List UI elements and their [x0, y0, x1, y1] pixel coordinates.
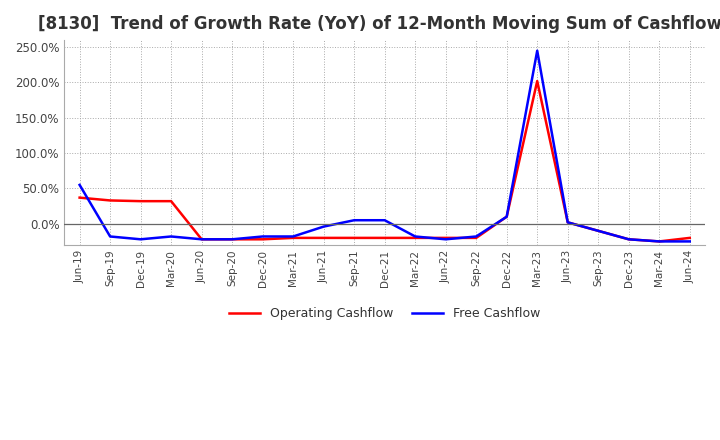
Line: Free Cashflow: Free Cashflow — [80, 51, 690, 242]
Operating Cashflow — [289, 235, 297, 241]
Free Cashflow — [197, 237, 206, 242]
Operating Cashflow — [258, 237, 267, 242]
Free Cashflow — [350, 218, 359, 223]
Operating Cashflow — [106, 198, 114, 203]
Operating Cashflow — [167, 198, 176, 204]
Operating Cashflow — [320, 235, 328, 241]
Operating Cashflow — [136, 198, 145, 204]
Free Cashflow — [685, 239, 694, 244]
Operating Cashflow — [441, 235, 450, 241]
Operating Cashflow — [76, 195, 84, 200]
Free Cashflow — [380, 218, 389, 223]
Free Cashflow — [441, 237, 450, 242]
Free Cashflow — [594, 228, 603, 234]
Operating Cashflow — [655, 239, 664, 244]
Free Cashflow — [258, 234, 267, 239]
Operating Cashflow — [685, 235, 694, 241]
Free Cashflow — [624, 237, 633, 242]
Legend: Operating Cashflow, Free Cashflow: Operating Cashflow, Free Cashflow — [224, 302, 546, 325]
Free Cashflow — [228, 237, 236, 242]
Operating Cashflow — [380, 235, 389, 241]
Free Cashflow — [472, 234, 480, 239]
Operating Cashflow — [197, 237, 206, 242]
Operating Cashflow — [228, 237, 236, 242]
Free Cashflow — [503, 214, 511, 219]
Operating Cashflow — [624, 237, 633, 242]
Operating Cashflow — [594, 228, 603, 234]
Line: Operating Cashflow: Operating Cashflow — [80, 81, 690, 242]
Free Cashflow — [76, 182, 84, 187]
Free Cashflow — [167, 234, 176, 239]
Free Cashflow — [411, 234, 420, 239]
Operating Cashflow — [533, 78, 541, 84]
Free Cashflow — [320, 224, 328, 229]
Operating Cashflow — [350, 235, 359, 241]
Free Cashflow — [289, 234, 297, 239]
Free Cashflow — [136, 237, 145, 242]
Free Cashflow — [655, 239, 664, 244]
Operating Cashflow — [472, 235, 480, 241]
Operating Cashflow — [411, 235, 420, 241]
Free Cashflow — [533, 48, 541, 53]
Free Cashflow — [106, 234, 114, 239]
Title: [8130]  Trend of Growth Rate (YoY) of 12-Month Moving Sum of Cashflows: [8130] Trend of Growth Rate (YoY) of 12-… — [38, 15, 720, 33]
Operating Cashflow — [564, 220, 572, 225]
Operating Cashflow — [503, 214, 511, 219]
Free Cashflow — [564, 220, 572, 225]
